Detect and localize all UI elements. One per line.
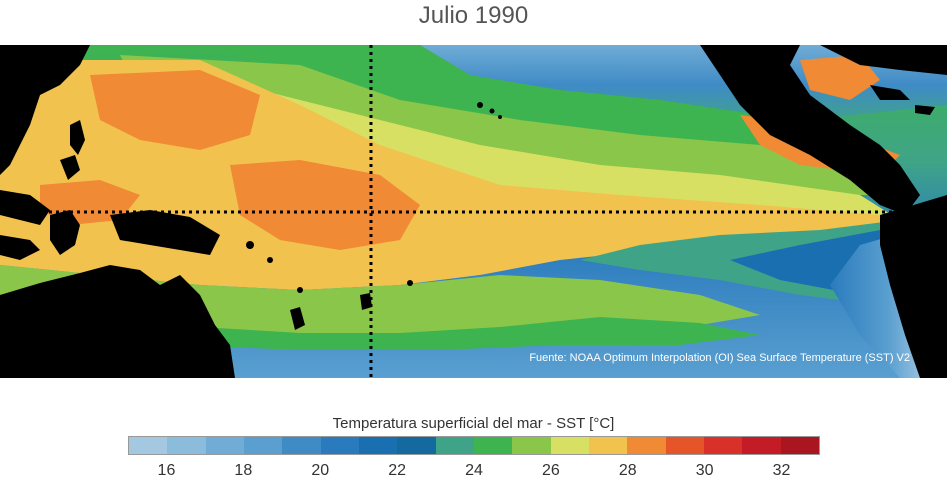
land-java — [0, 235, 40, 260]
land-island — [407, 280, 413, 286]
land-hawaii — [477, 102, 483, 108]
colorbar-tick-label: 32 — [772, 462, 791, 479]
land-central-america — [700, 45, 920, 215]
colorbar-swatch — [167, 437, 206, 454]
colorbar-swatch — [627, 437, 666, 454]
land-australia — [0, 265, 235, 378]
colorbar-swatch — [780, 437, 819, 454]
land-sulawesi — [50, 210, 80, 255]
land-new-guinea — [110, 210, 220, 255]
land-cuba — [870, 85, 910, 100]
colorbar-swatch — [205, 437, 244, 454]
land-north-america — [820, 45, 947, 75]
colorbar-swatch — [588, 437, 628, 454]
colorbar-swatch — [320, 437, 359, 454]
colorbar-swatch — [550, 437, 589, 454]
sst-map: Fuente: NOAA Optimum Interpolation (OI) … — [0, 45, 947, 378]
land-island — [297, 287, 303, 293]
warm-patch-1 — [90, 70, 260, 150]
warm-patch-caribbean — [800, 55, 880, 100]
land-new-caledonia — [290, 307, 305, 330]
source-text: Fuente: NOAA Optimum Interpolation (OI) … — [529, 352, 910, 364]
colorbar-swatch — [473, 437, 513, 454]
map-title: Julio 1990 — [418, 2, 529, 29]
colorbar-title: Temperatura superficial del mar - SST [°… — [332, 415, 615, 432]
land-island — [267, 257, 273, 263]
land-south-america — [880, 195, 947, 378]
land-fiji — [360, 293, 372, 310]
colorbar-swatch — [129, 437, 168, 454]
land-island — [246, 241, 254, 249]
land-philippines-2 — [60, 155, 80, 180]
colorbar-swatch — [665, 437, 704, 454]
land-hispaniola — [915, 105, 935, 115]
land-hawaii — [489, 108, 495, 114]
colorbar-swatch — [358, 437, 398, 454]
land-philippines-1 — [70, 120, 85, 155]
colorbar-swatch — [397, 437, 436, 454]
north-lightgreen-band — [120, 55, 900, 195]
colorbar-swatch — [703, 437, 743, 454]
land-hawaii — [498, 115, 502, 119]
colorbar-tick-label: 28 — [618, 462, 637, 479]
land-asia — [0, 45, 90, 175]
colorbar-tick-label: 18 — [234, 462, 253, 479]
colorbar-tick-label: 24 — [465, 462, 483, 479]
colorbar-tick-label: 20 — [311, 462, 330, 479]
colorbar-swatch — [742, 437, 781, 454]
colorbar-swatch — [282, 437, 321, 454]
colorbar-tick-label: 30 — [695, 462, 714, 479]
colorbar-tick-label: 26 — [541, 462, 560, 479]
north-green-band — [220, 45, 820, 155]
colorbar-tick-label: 22 — [388, 462, 407, 479]
colorbar-swatch — [512, 437, 551, 454]
land-borneo — [0, 190, 50, 225]
colorbar-tick-label: 16 — [157, 462, 176, 479]
colorbar-swatch — [243, 437, 283, 454]
colorbar-swatch — [435, 437, 474, 454]
colorbar — [128, 436, 820, 455]
